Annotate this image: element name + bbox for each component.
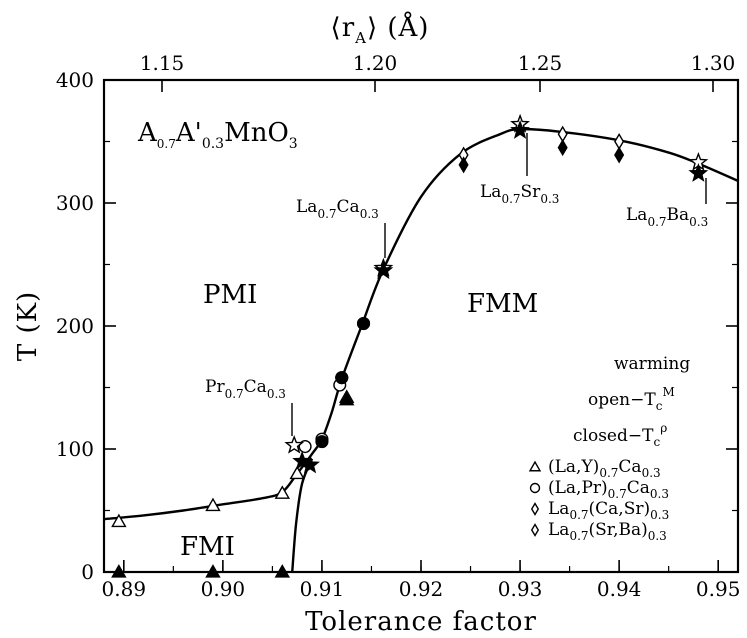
label-la-ba: La0.7Ba0.3 — [626, 205, 708, 229]
legend-entry-text: La0.7(Ca,Sr)0.3 — [548, 499, 669, 522]
legend-open: open−TcM — [588, 385, 675, 413]
top-tick-label: 1.30 — [691, 51, 736, 75]
x-tick-label: 0.91 — [300, 577, 345, 601]
legend-triangle-icon — [528, 460, 542, 472]
legend-entry-text: (La,Pr)0.7Ca0.3 — [548, 478, 669, 501]
circle-closed-point — [315, 435, 329, 449]
x-tick-label: 0.95 — [696, 577, 741, 601]
formula-label: A0.7A'0.3MnO3 — [137, 118, 298, 152]
x-tick-label: 0.89 — [102, 577, 147, 601]
label-la-ca: La0.7Ca0.3 — [296, 197, 379, 221]
legend: warming open−TcM closed−Tcρ (La,Y)0.7Ca0… — [528, 354, 690, 543]
curve-1 — [103, 127, 739, 521]
top-tick-label: 1.15 — [140, 51, 185, 75]
y-axis-label: T (K) — [13, 291, 43, 361]
star-closed-point — [373, 260, 394, 280]
x-tick-label: 0.92 — [399, 577, 444, 601]
star-closed-point — [300, 454, 320, 474]
y-tick-label: 0 — [81, 560, 94, 584]
triangle-closed-point — [338, 391, 355, 406]
top-tick-label: 1.25 — [518, 51, 563, 75]
y-tick-label: 200 — [56, 314, 94, 338]
legend-diamond-icon — [530, 523, 540, 537]
circle-closed-point — [356, 316, 371, 331]
x-tick-label: 0.93 — [498, 577, 543, 601]
x-tick-label: 0.94 — [597, 577, 642, 601]
star-closed-point — [292, 450, 313, 470]
triangle-closed-point — [205, 564, 221, 578]
triangle-open-point — [205, 497, 221, 512]
legend-entry-text: La0.7(Sr,Ba)0.3 — [548, 520, 667, 543]
region-pmi: PMI — [203, 280, 257, 310]
label-la-sr: La0.7Sr0.3 — [480, 182, 559, 206]
data-points — [111, 113, 709, 578]
diamond-closed-point — [614, 146, 625, 164]
top-axis-label: ⟨rA⟩ (Å) — [331, 11, 430, 47]
label-pr-ca: Pr0.7Ca0.3 — [205, 377, 286, 401]
y-tick-label: 400 — [56, 68, 94, 92]
region-fmi: FMI — [180, 532, 235, 562]
legend-warming: warming — [614, 354, 690, 374]
triangle-closed-point — [111, 564, 127, 578]
top-tick-label: 1.20 — [353, 51, 398, 75]
region-fmm: FMM — [467, 289, 538, 319]
diamond-closed-point — [557, 139, 568, 157]
star-closed-point — [510, 120, 530, 139]
legend-diamond-icon — [530, 502, 540, 516]
triangle-open-point — [111, 513, 127, 528]
legend-closed: closed−Tcρ — [573, 421, 667, 449]
star-closed-point — [688, 163, 709, 182]
triangle-closed-point — [274, 564, 291, 578]
triangle-open-point — [289, 465, 305, 480]
x-tick-label: 0.90 — [201, 577, 246, 601]
y-tick-label: 100 — [56, 437, 94, 461]
circle-closed-point — [335, 371, 349, 385]
legend-entry-text: (La,Y)0.7Ca0.3 — [548, 457, 661, 480]
y-tick-label: 300 — [56, 191, 94, 215]
legend-circle-icon — [529, 482, 541, 494]
triangle-open-point — [274, 485, 291, 499]
star-open-point — [284, 434, 305, 454]
diamond-closed-point — [458, 156, 469, 174]
axis-ticks: 0.89 0.90 0.91 0.92 0.93 0.94 0.95 0 100 200 300 40… — [56, 51, 741, 601]
x-axis-label: Tolerance factor — [305, 607, 537, 637]
